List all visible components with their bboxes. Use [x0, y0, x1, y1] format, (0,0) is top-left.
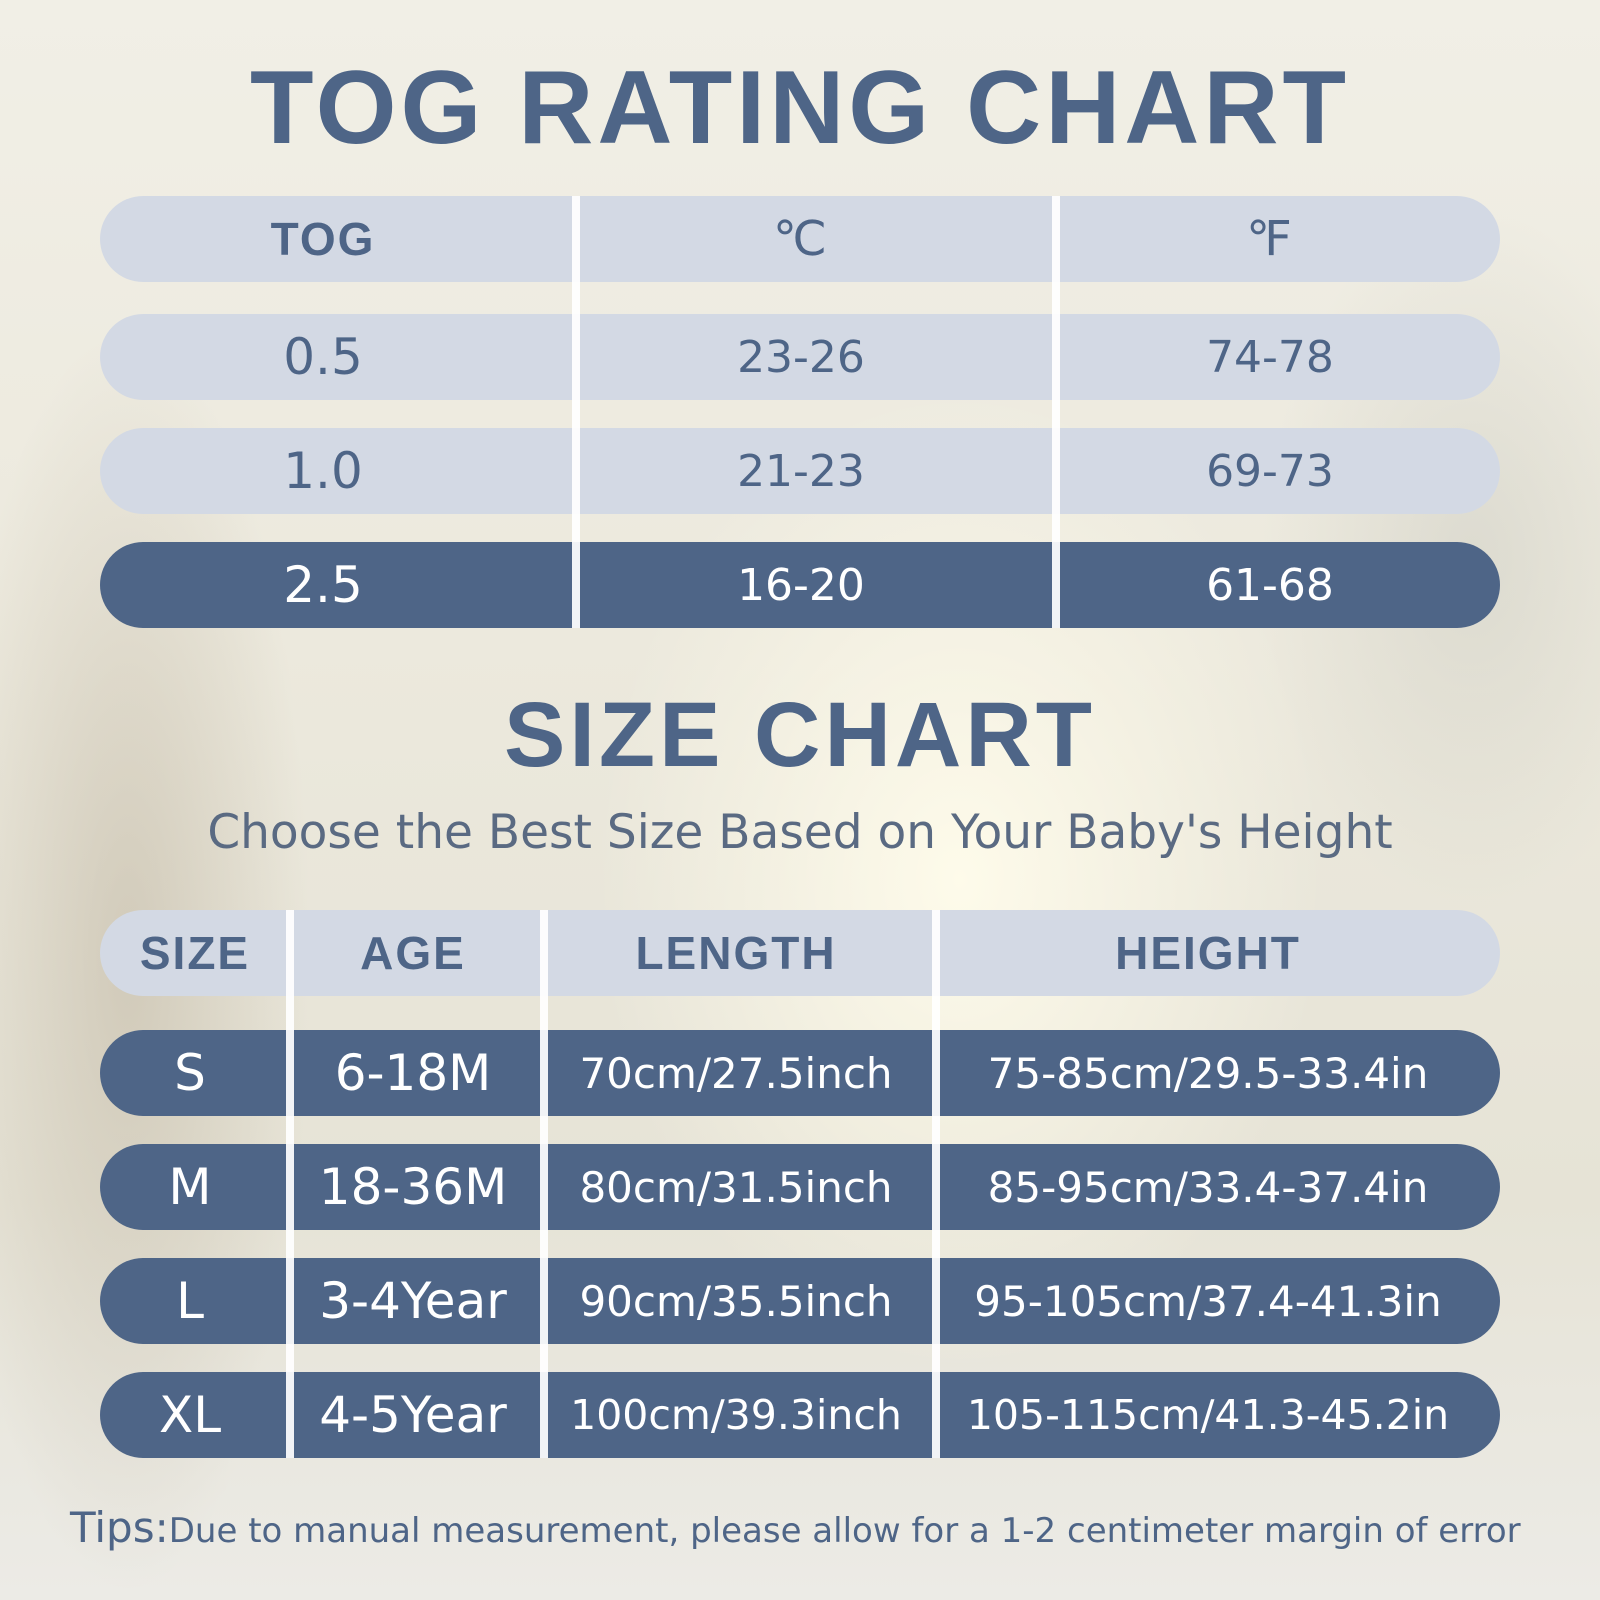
- tog-value: 1.0: [283, 442, 363, 500]
- tog-value: 2.5: [283, 556, 363, 614]
- size-label: M: [168, 1158, 212, 1216]
- size-height: 75-85cm/29.5-33.4in: [987, 1048, 1429, 1098]
- tog-celsius: 16-20: [737, 559, 865, 611]
- tog-column-divider: [1052, 196, 1060, 628]
- tog-celsius: 21-23: [737, 445, 865, 497]
- size-header-size: SIZE: [139, 927, 251, 979]
- size-header-age: AGE: [360, 927, 466, 979]
- tog-value: 0.5: [283, 328, 363, 386]
- size-label: XL: [158, 1386, 222, 1444]
- tog-header-row: TOG ℃ ℉: [100, 196, 1500, 282]
- size-header-row: SIZE AGE LENGTH HEIGHT: [100, 910, 1500, 996]
- tog-chart-title: TOG RATING CHART: [249, 50, 1351, 166]
- size-age: 3-4Year: [319, 1272, 507, 1330]
- tog-header-tog: TOG: [270, 213, 376, 265]
- size-height: 85-95cm/33.4-37.4in: [987, 1162, 1429, 1212]
- size-header-height: HEIGHT: [1115, 927, 1301, 979]
- size-age: 4-5Year: [319, 1386, 507, 1444]
- size-row: M 18-36M 80cm/31.5inch 85-95cm/33.4-37.4…: [100, 1144, 1500, 1230]
- size-column-divider: [286, 910, 294, 1458]
- tog-header-fahrenheit: ℉: [1246, 211, 1294, 267]
- size-label: L: [176, 1272, 204, 1330]
- size-length: 80cm/31.5inch: [579, 1162, 893, 1212]
- size-column-divider: [540, 910, 548, 1458]
- size-length: 90cm/35.5inch: [579, 1276, 893, 1326]
- size-length: 70cm/27.5inch: [579, 1048, 893, 1098]
- tips-text: Due to manual measurement, please allow …: [168, 1511, 1521, 1551]
- size-age: 18-36M: [318, 1158, 508, 1216]
- size-header-length: LENGTH: [635, 927, 837, 979]
- tog-fahrenheit: 69-73: [1206, 445, 1334, 497]
- tog-row: 1.0 21-23 69-73: [100, 428, 1500, 514]
- tog-column-divider: [572, 196, 580, 628]
- tips-label: Tips:: [70, 1503, 169, 1552]
- size-height: 95-105cm/37.4-41.3in: [974, 1276, 1442, 1326]
- tips-note: Tips:Due to manual measurement, please a…: [70, 1503, 1570, 1552]
- size-row: L 3-4Year 90cm/35.5inch 95-105cm/37.4-41…: [100, 1258, 1500, 1344]
- tog-row: 0.5 23-26 74-78: [100, 314, 1500, 400]
- tog-row-highlighted: 2.5 16-20 61-68: [100, 542, 1500, 628]
- size-chart-title: SIZE CHART: [504, 684, 1096, 786]
- size-label: S: [174, 1044, 206, 1102]
- size-row: XL 4-5Year 100cm/39.3inch 105-115cm/41.3…: [100, 1372, 1500, 1458]
- size-age: 6-18M: [334, 1044, 492, 1102]
- size-row: S 6-18M 70cm/27.5inch 75-85cm/29.5-33.4i…: [100, 1030, 1500, 1116]
- tog-header-celsius: ℃: [773, 211, 829, 267]
- tog-celsius: 23-26: [737, 331, 865, 383]
- size-chart-subtitle: Choose the Best Size Based on Your Baby'…: [207, 805, 1393, 860]
- size-height: 105-115cm/41.3-45.2in: [966, 1391, 1450, 1439]
- tog-fahrenheit: 61-68: [1206, 559, 1334, 611]
- tog-fahrenheit: 74-78: [1206, 331, 1334, 383]
- size-column-divider: [932, 910, 940, 1458]
- size-length: 100cm/39.3inch: [570, 1391, 902, 1439]
